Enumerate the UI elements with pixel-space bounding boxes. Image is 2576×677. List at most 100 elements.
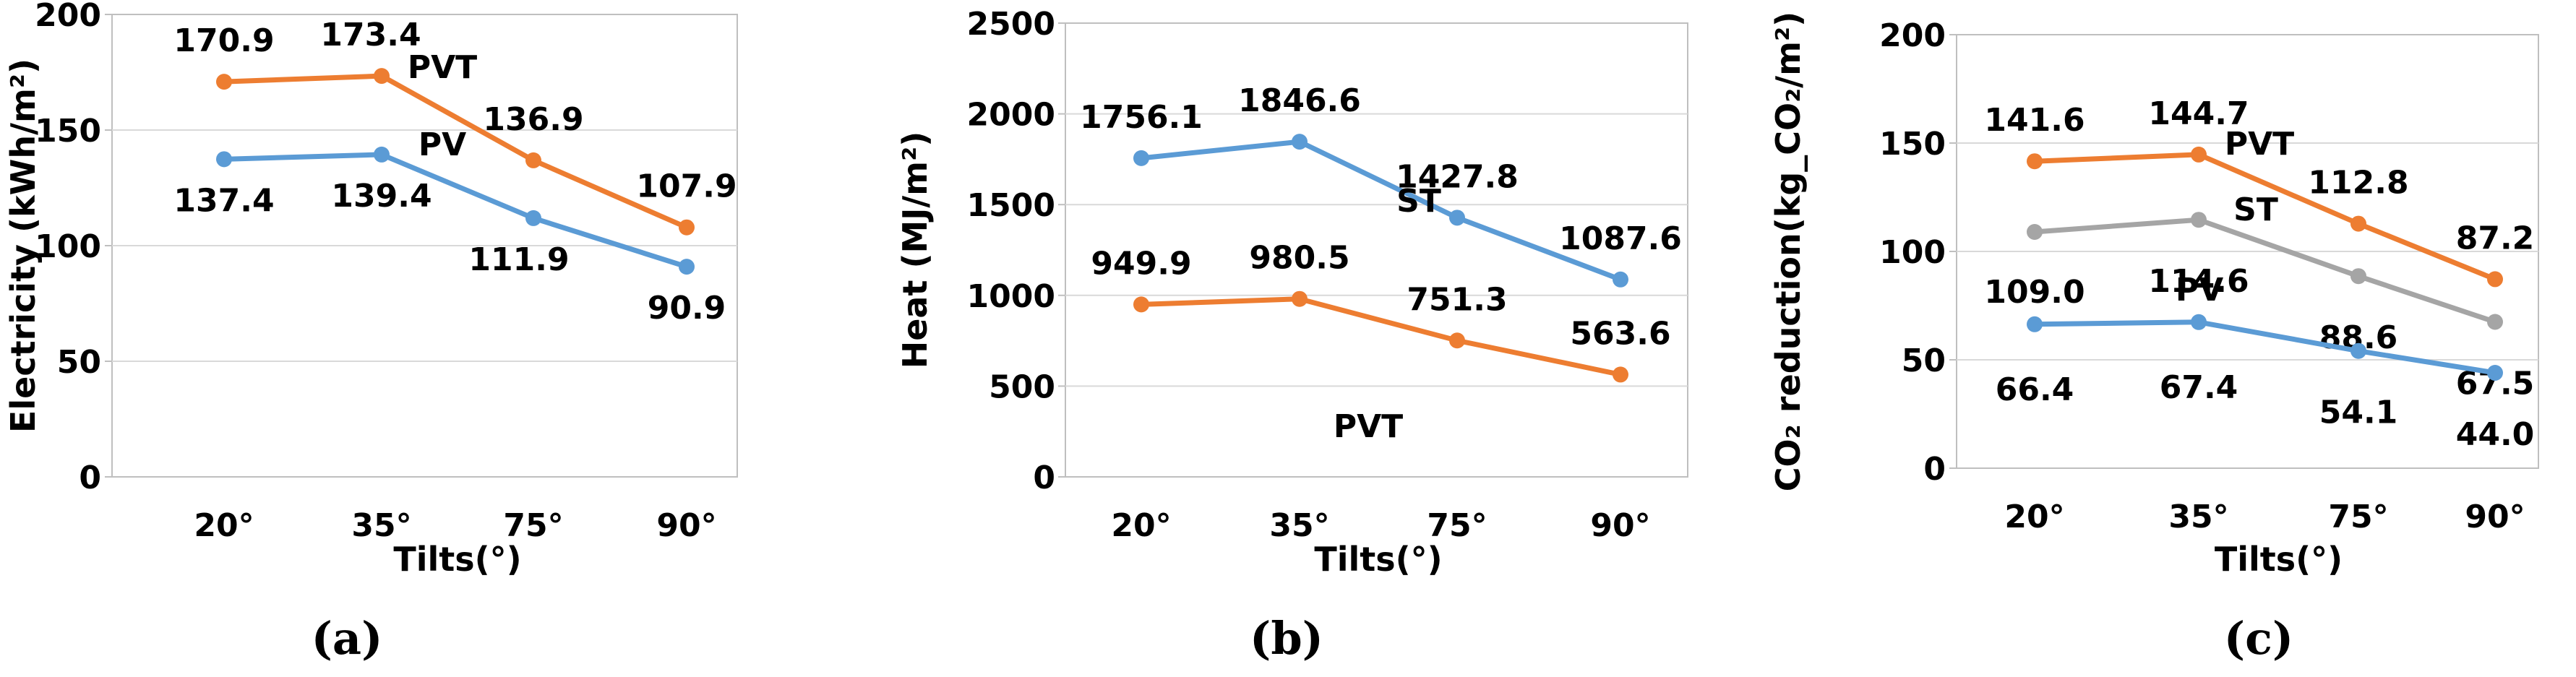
- data-point: [1292, 134, 1308, 150]
- x-tick-label: 90°: [1590, 507, 1650, 544]
- x-tick-label: 35°: [2168, 499, 2228, 535]
- x-tick-label: 20°: [194, 507, 254, 544]
- x-tick-label: 75°: [2328, 499, 2388, 535]
- y-axis-title: Electricity (kWh/m²): [4, 59, 43, 433]
- data-label: 87.2: [2456, 220, 2535, 256]
- data-label: 949.9: [1091, 245, 1191, 282]
- data-label: 1087.6: [1559, 220, 1682, 257]
- data-point: [2027, 316, 2043, 332]
- series-name-label: PVT: [1334, 408, 1403, 445]
- data-point: [1292, 290, 1308, 307]
- data-point: [2350, 215, 2366, 232]
- y-tick-label: 100: [1879, 234, 1946, 271]
- x-tick-label: 75°: [503, 507, 563, 544]
- data-point: [525, 152, 541, 168]
- series-line: [223, 73, 688, 230]
- data-label: 1756.1: [1080, 99, 1203, 136]
- x-tick-label: 90°: [656, 507, 716, 544]
- y-tick-label: 50: [57, 344, 101, 381]
- series-pv: 66.4 67.4 54.1 44.0 PV: [1996, 272, 2535, 453]
- x-axis-title: Tilts(°): [1314, 540, 1442, 579]
- series-pvt: 141.6 144.7 112.8 87.2 PVT: [1984, 95, 2534, 288]
- data-point: [2191, 212, 2207, 228]
- series-st: 1756.1 1846.6 1427.8 1087.6 ST: [1080, 82, 1682, 288]
- data-point: [2487, 365, 2503, 381]
- data-point: [1449, 332, 1465, 349]
- x-axis-title: Tilts(°): [393, 540, 521, 579]
- data-point: [2191, 146, 2207, 163]
- data-point: [2487, 314, 2503, 330]
- data-label: 170.9: [173, 22, 274, 59]
- data-point: [1133, 296, 1149, 313]
- data-point: [374, 68, 390, 85]
- series-name-label: ST: [1396, 183, 1441, 220]
- series-line: [223, 152, 688, 269]
- data-label: 111.9: [468, 241, 569, 278]
- series-name-label: PVT: [408, 49, 477, 86]
- panel-co2-reduction: 0 50 100 150 200 20° 35° 75° 90° Tilts(°) CO₂ redu…: [1769, 12, 2539, 665]
- data-label: 563.6: [1570, 315, 1670, 352]
- data-label: 751.3: [1407, 281, 1507, 318]
- data-point: [2487, 271, 2503, 288]
- data-label: 1846.6: [1238, 82, 1361, 119]
- series-name-label: ST: [2233, 191, 2278, 228]
- y-tick-label: 0: [79, 460, 101, 496]
- data-point: [1613, 271, 1628, 288]
- data-point: [2350, 268, 2366, 285]
- data-label: 137.4: [173, 182, 274, 219]
- y-axis-title: CO₂ reduction(kg_CO₂/m²): [1769, 12, 1808, 491]
- panel-caption: (a): [312, 612, 383, 665]
- series-pv: 137.4 139.4 111.9 90.9 PV: [173, 126, 726, 327]
- y-tick-label: 2000: [967, 97, 1055, 134]
- data-point: [1613, 366, 1628, 383]
- series-line: [1141, 296, 1621, 377]
- panel-heat: 0 500 1000 1500 2000 2500 20° 35° 75° 90° Tilts(°)…: [896, 6, 1688, 665]
- data-label: 67.4: [2160, 369, 2238, 406]
- series-pvt: 949.9 980.5 751.3 563.6 PVT: [1091, 240, 1670, 445]
- plot-area: [1065, 22, 1688, 478]
- data-label: 144.7: [2148, 95, 2249, 132]
- data-label: 54.1: [2319, 394, 2398, 431]
- panel-caption: (b): [1250, 612, 1323, 665]
- x-tick-label: 90°: [2465, 499, 2525, 535]
- y-tick-label: 150: [35, 113, 101, 150]
- data-point: [374, 146, 390, 163]
- data-point: [216, 74, 232, 90]
- series-pvt: 170.9 173.4 136.9 107.9 PVT: [173, 17, 737, 236]
- data-point: [1133, 150, 1149, 166]
- y-tick-label: 200: [35, 0, 101, 34]
- data-label: 107.9: [636, 168, 737, 205]
- series-name-label: PVT: [2225, 126, 2294, 163]
- y-axis-title: Heat (MJ/m²): [896, 131, 935, 369]
- series-name-label: PV: [418, 126, 466, 163]
- x-tick-label: 20°: [1111, 507, 1171, 544]
- x-tick-label: 35°: [1269, 507, 1329, 544]
- data-label: 139.4: [331, 178, 432, 215]
- data-label: 44.0: [2456, 416, 2535, 453]
- x-tick-label: 20°: [2004, 499, 2064, 535]
- y-tick-label: 1000: [967, 278, 1055, 315]
- panel-caption: (c): [2224, 612, 2293, 665]
- x-tick-label: 75°: [1427, 507, 1487, 544]
- data-point: [2350, 342, 2366, 359]
- y-tick-label: 100: [35, 228, 101, 265]
- series-line: [1141, 139, 1622, 283]
- data-label: 90.9: [648, 290, 726, 327]
- data-point: [2191, 314, 2207, 330]
- data-point: [525, 210, 541, 226]
- series-line: [2034, 319, 2496, 376]
- data-label: 173.4: [320, 17, 421, 53]
- y-tick-label: 50: [1902, 342, 1946, 379]
- x-tick-label: 35°: [351, 507, 411, 544]
- panel-electricity: 0 50 100 150 200 20° 35° 75° 90° Tilts(°) Electric…: [4, 0, 738, 665]
- data-label: 112.8: [2308, 165, 2408, 202]
- data-point: [2027, 153, 2043, 170]
- series-line: [2034, 152, 2496, 282]
- data-label: 980.5: [1249, 240, 1349, 277]
- y-tick-label: 150: [1879, 126, 1946, 163]
- data-point: [679, 259, 695, 275]
- data-label: 66.4: [1996, 371, 2074, 408]
- data-point: [1449, 210, 1465, 226]
- data-point: [679, 219, 695, 236]
